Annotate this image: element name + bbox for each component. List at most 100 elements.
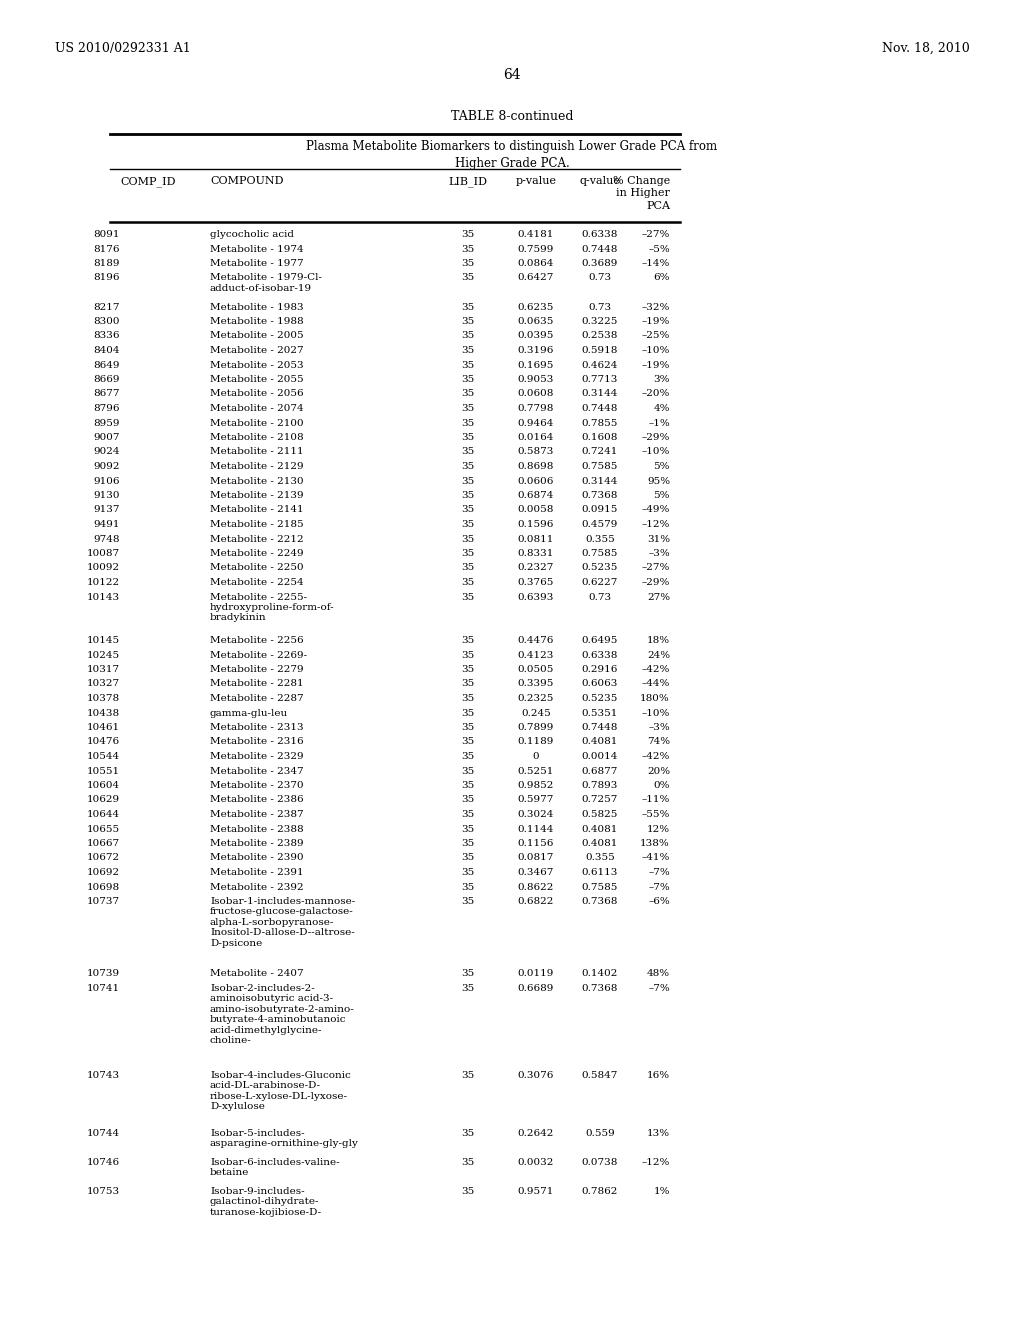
- Text: 9092: 9092: [93, 462, 120, 471]
- Text: 8404: 8404: [93, 346, 120, 355]
- Text: 0.6338: 0.6338: [582, 230, 618, 239]
- Text: 35: 35: [462, 244, 475, 253]
- Text: 0.5977: 0.5977: [518, 796, 554, 804]
- Text: 0.73: 0.73: [589, 273, 611, 282]
- Text: Metabolite - 2249: Metabolite - 2249: [210, 549, 304, 558]
- Text: 5%: 5%: [653, 491, 670, 500]
- Text: 0.2916: 0.2916: [582, 665, 618, 675]
- Text: –49%: –49%: [642, 506, 670, 515]
- Text: –12%: –12%: [642, 520, 670, 529]
- Text: 35: 35: [462, 375, 475, 384]
- Text: 0.5251: 0.5251: [518, 767, 554, 776]
- Text: 0.2642: 0.2642: [518, 1129, 554, 1138]
- Text: 0.7368: 0.7368: [582, 983, 618, 993]
- Text: 8336: 8336: [93, 331, 120, 341]
- Text: 0: 0: [532, 752, 540, 762]
- Text: 0.7855: 0.7855: [582, 418, 618, 428]
- Text: 0.6822: 0.6822: [518, 898, 554, 906]
- Text: 35: 35: [462, 636, 475, 645]
- Text: 13%: 13%: [647, 1129, 670, 1138]
- Text: 0.7893: 0.7893: [582, 781, 618, 789]
- Text: 0.8698: 0.8698: [518, 462, 554, 471]
- Text: 10327: 10327: [87, 680, 120, 689]
- Text: 10629: 10629: [87, 796, 120, 804]
- Text: –7%: –7%: [648, 883, 670, 891]
- Text: 0.2325: 0.2325: [518, 694, 554, 704]
- Text: –7%: –7%: [648, 869, 670, 876]
- Text: 35: 35: [462, 462, 475, 471]
- Text: 0.7798: 0.7798: [518, 404, 554, 413]
- Text: 8196: 8196: [93, 273, 120, 282]
- Text: Plasma Metabolite Biomarkers to distinguish Lower Grade PCA from
Higher Grade PC: Plasma Metabolite Biomarkers to distingu…: [306, 140, 718, 170]
- Text: 0.6495: 0.6495: [582, 636, 618, 645]
- Text: –7%: –7%: [648, 983, 670, 993]
- Text: 10544: 10544: [87, 752, 120, 762]
- Text: 180%: 180%: [640, 694, 670, 704]
- Text: 48%: 48%: [647, 969, 670, 978]
- Text: 10317: 10317: [87, 665, 120, 675]
- Text: –6%: –6%: [648, 898, 670, 906]
- Text: –44%: –44%: [642, 680, 670, 689]
- Text: Metabolite - 2055: Metabolite - 2055: [210, 375, 304, 384]
- Text: 0.7585: 0.7585: [582, 549, 618, 558]
- Text: 0.0032: 0.0032: [518, 1158, 554, 1167]
- Text: 12%: 12%: [647, 825, 670, 833]
- Text: Metabolite - 2388: Metabolite - 2388: [210, 825, 304, 833]
- Text: 0.6113: 0.6113: [582, 869, 618, 876]
- Text: 1%: 1%: [653, 1187, 670, 1196]
- Text: 35: 35: [462, 709, 475, 718]
- Text: 0.3765: 0.3765: [518, 578, 554, 587]
- Text: 0.5847: 0.5847: [582, 1071, 618, 1080]
- Text: 0.7899: 0.7899: [518, 723, 554, 733]
- Text: 0.355: 0.355: [585, 535, 614, 544]
- Text: 0.1695: 0.1695: [518, 360, 554, 370]
- Text: 10644: 10644: [87, 810, 120, 818]
- Text: 10739: 10739: [87, 969, 120, 978]
- Text: 10087: 10087: [87, 549, 120, 558]
- Text: 8649: 8649: [93, 360, 120, 370]
- Text: 35: 35: [462, 346, 475, 355]
- Text: 35: 35: [462, 738, 475, 747]
- Text: 0.7257: 0.7257: [582, 796, 618, 804]
- Text: 0.73: 0.73: [589, 593, 611, 602]
- Text: 10672: 10672: [87, 854, 120, 862]
- Text: Metabolite - 2027: Metabolite - 2027: [210, 346, 304, 355]
- Text: 0.0635: 0.0635: [518, 317, 554, 326]
- Text: 0.355: 0.355: [585, 854, 614, 862]
- Text: 10145: 10145: [87, 636, 120, 645]
- Text: 0.4081: 0.4081: [582, 738, 618, 747]
- Text: 0.0119: 0.0119: [518, 969, 554, 978]
- Text: –10%: –10%: [642, 709, 670, 718]
- Text: 0.0817: 0.0817: [518, 854, 554, 862]
- Text: 35: 35: [462, 723, 475, 733]
- Text: 0.559: 0.559: [585, 1129, 614, 1138]
- Text: 0.6874: 0.6874: [518, 491, 554, 500]
- Text: 0.7585: 0.7585: [582, 883, 618, 891]
- Text: 10741: 10741: [87, 983, 120, 993]
- Text: Metabolite - 2250: Metabolite - 2250: [210, 564, 304, 573]
- Text: 0.3225: 0.3225: [582, 317, 618, 326]
- Text: 0.0058: 0.0058: [518, 506, 554, 515]
- Text: 35: 35: [462, 854, 475, 862]
- Text: 0.245: 0.245: [521, 709, 551, 718]
- Text: 0.5825: 0.5825: [582, 810, 618, 818]
- Text: 0.6877: 0.6877: [582, 767, 618, 776]
- Text: 0.0014: 0.0014: [582, 752, 618, 762]
- Text: Metabolite - 2100: Metabolite - 2100: [210, 418, 304, 428]
- Text: Isobar-1-includes-mannose-
fructose-glucose-galactose-
alpha-L-sorbopyranose-
In: Isobar-1-includes-mannose- fructose-gluc…: [210, 898, 355, 948]
- Text: Metabolite - 2347: Metabolite - 2347: [210, 767, 304, 776]
- Text: Metabolite - 2108: Metabolite - 2108: [210, 433, 304, 442]
- Text: 0.7368: 0.7368: [582, 898, 618, 906]
- Text: 0.1596: 0.1596: [518, 520, 554, 529]
- Text: Metabolite - 2316: Metabolite - 2316: [210, 738, 304, 747]
- Text: 35: 35: [462, 840, 475, 847]
- Text: 6%: 6%: [653, 273, 670, 282]
- Text: 0.5351: 0.5351: [582, 709, 618, 718]
- Text: 0.7713: 0.7713: [582, 375, 618, 384]
- Text: 0.5873: 0.5873: [518, 447, 554, 457]
- Text: 35: 35: [462, 447, 475, 457]
- Text: Metabolite - 2329: Metabolite - 2329: [210, 752, 304, 762]
- Text: 20%: 20%: [647, 767, 670, 776]
- Text: –12%: –12%: [642, 1158, 670, 1167]
- Text: 10746: 10746: [87, 1158, 120, 1167]
